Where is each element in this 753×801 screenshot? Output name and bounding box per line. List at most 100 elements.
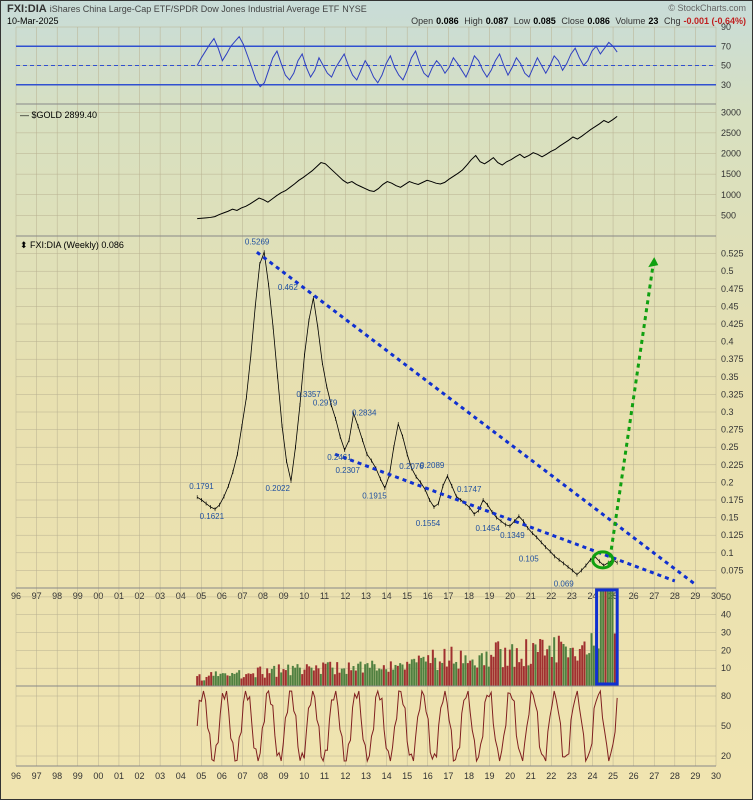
svg-text:0.1621: 0.1621 (200, 512, 225, 521)
svg-text:17: 17 (443, 591, 453, 601)
svg-text:07: 07 (237, 771, 247, 781)
svg-text:96: 96 (11, 771, 21, 781)
svg-text:0.325: 0.325 (721, 389, 744, 399)
svg-text:0.15: 0.15 (721, 513, 739, 523)
svg-text:10: 10 (299, 591, 309, 601)
svg-text:26: 26 (629, 771, 639, 781)
svg-text:0.525: 0.525 (721, 249, 744, 259)
svg-text:0.1454: 0.1454 (475, 524, 500, 533)
svg-text:50: 50 (721, 61, 731, 71)
svg-text:09: 09 (279, 771, 289, 781)
svg-text:20: 20 (505, 591, 515, 601)
svg-text:27: 27 (649, 591, 659, 601)
svg-text:03: 03 (155, 771, 165, 781)
svg-text:02: 02 (135, 771, 145, 781)
svg-text:20: 20 (505, 771, 515, 781)
svg-text:0.075: 0.075 (721, 565, 744, 575)
svg-text:29: 29 (690, 771, 700, 781)
svg-text:06: 06 (217, 771, 227, 781)
svg-text:3000: 3000 (721, 107, 741, 117)
svg-text:30: 30 (721, 628, 731, 638)
svg-text:29: 29 (690, 591, 700, 601)
svg-text:50: 50 (721, 592, 731, 602)
svg-text:30: 30 (711, 771, 721, 781)
svg-text:23: 23 (567, 591, 577, 601)
svg-text:05: 05 (196, 771, 206, 781)
svg-text:26: 26 (629, 591, 639, 601)
svg-text:21: 21 (526, 591, 536, 601)
svg-text:0.2307: 0.2307 (335, 466, 360, 475)
svg-text:500: 500 (721, 210, 736, 220)
svg-text:0.45: 0.45 (721, 301, 739, 311)
svg-text:30: 30 (721, 80, 731, 90)
svg-text:16: 16 (423, 591, 433, 601)
svg-text:0.462: 0.462 (278, 283, 299, 292)
svg-text:11: 11 (320, 771, 329, 781)
svg-text:90: 90 (721, 22, 731, 32)
svg-text:19: 19 (485, 771, 495, 781)
svg-text:09: 09 (279, 591, 289, 601)
svg-text:24: 24 (587, 771, 597, 781)
svg-text:0.1747: 0.1747 (457, 485, 482, 494)
svg-text:0.1349: 0.1349 (500, 531, 525, 540)
svg-text:2500: 2500 (721, 128, 741, 138)
svg-text:0.2979: 0.2979 (313, 398, 338, 407)
svg-text:99: 99 (73, 591, 83, 601)
svg-text:25: 25 (608, 771, 618, 781)
svg-text:50: 50 (721, 721, 731, 731)
stock-chart: FXI:DIA iShares China Large-Cap ETF/SPDR… (0, 0, 753, 800)
svg-text:80: 80 (721, 691, 731, 701)
svg-text:0.2461: 0.2461 (327, 453, 352, 462)
svg-text:23: 23 (567, 771, 577, 781)
svg-text:1000: 1000 (721, 190, 741, 200)
svg-text:28: 28 (670, 591, 680, 601)
svg-text:01: 01 (114, 591, 124, 601)
svg-text:20: 20 (721, 645, 731, 655)
svg-text:97: 97 (32, 771, 42, 781)
svg-text:2000: 2000 (721, 149, 741, 159)
svg-text:21: 21 (526, 771, 536, 781)
svg-text:0.425: 0.425 (721, 319, 744, 329)
svg-text:22: 22 (546, 771, 556, 781)
svg-text:07: 07 (237, 591, 247, 601)
svg-text:00: 00 (93, 591, 103, 601)
svg-text:0.2022: 0.2022 (265, 484, 290, 493)
svg-text:1500: 1500 (721, 169, 741, 179)
svg-text:— $GOLD 2899.40: — $GOLD 2899.40 (20, 110, 97, 120)
svg-text:27: 27 (649, 771, 659, 781)
svg-text:30: 30 (711, 591, 721, 601)
chart-canvas: 3050709050010001500200025003000— $GOLD 2… (1, 1, 753, 801)
svg-text:98: 98 (52, 591, 62, 601)
svg-text:01: 01 (114, 771, 124, 781)
svg-text:10: 10 (299, 771, 309, 781)
svg-text:0.105: 0.105 (519, 554, 540, 563)
svg-text:17: 17 (443, 771, 453, 781)
svg-text:⬍ FXI:DIA (Weekly) 0.086: ⬍ FXI:DIA (Weekly) 0.086 (20, 240, 124, 250)
svg-text:12: 12 (340, 591, 350, 601)
svg-text:0.175: 0.175 (721, 495, 744, 505)
svg-text:0.475: 0.475 (721, 284, 744, 294)
svg-text:18: 18 (464, 591, 474, 601)
svg-text:03: 03 (155, 591, 165, 601)
svg-text:0.1: 0.1 (721, 548, 734, 558)
svg-text:40: 40 (721, 610, 731, 620)
svg-text:0.1554: 0.1554 (416, 519, 441, 528)
svg-text:05: 05 (196, 591, 206, 601)
svg-text:28: 28 (670, 771, 680, 781)
svg-text:0.275: 0.275 (721, 425, 744, 435)
svg-text:70: 70 (721, 41, 731, 51)
svg-text:0.35: 0.35 (721, 372, 739, 382)
svg-text:14: 14 (382, 591, 392, 601)
svg-text:15: 15 (402, 771, 412, 781)
svg-text:98: 98 (52, 771, 62, 781)
svg-text:00: 00 (93, 771, 103, 781)
svg-text:08: 08 (258, 771, 268, 781)
svg-text:15: 15 (402, 591, 412, 601)
svg-text:19: 19 (485, 591, 495, 601)
svg-text:99: 99 (73, 771, 83, 781)
svg-text:0.069: 0.069 (554, 580, 575, 589)
svg-text:0.125: 0.125 (721, 530, 744, 540)
svg-text:13: 13 (361, 771, 371, 781)
svg-text:0.5269: 0.5269 (245, 237, 270, 246)
svg-text:0.2: 0.2 (721, 477, 734, 487)
